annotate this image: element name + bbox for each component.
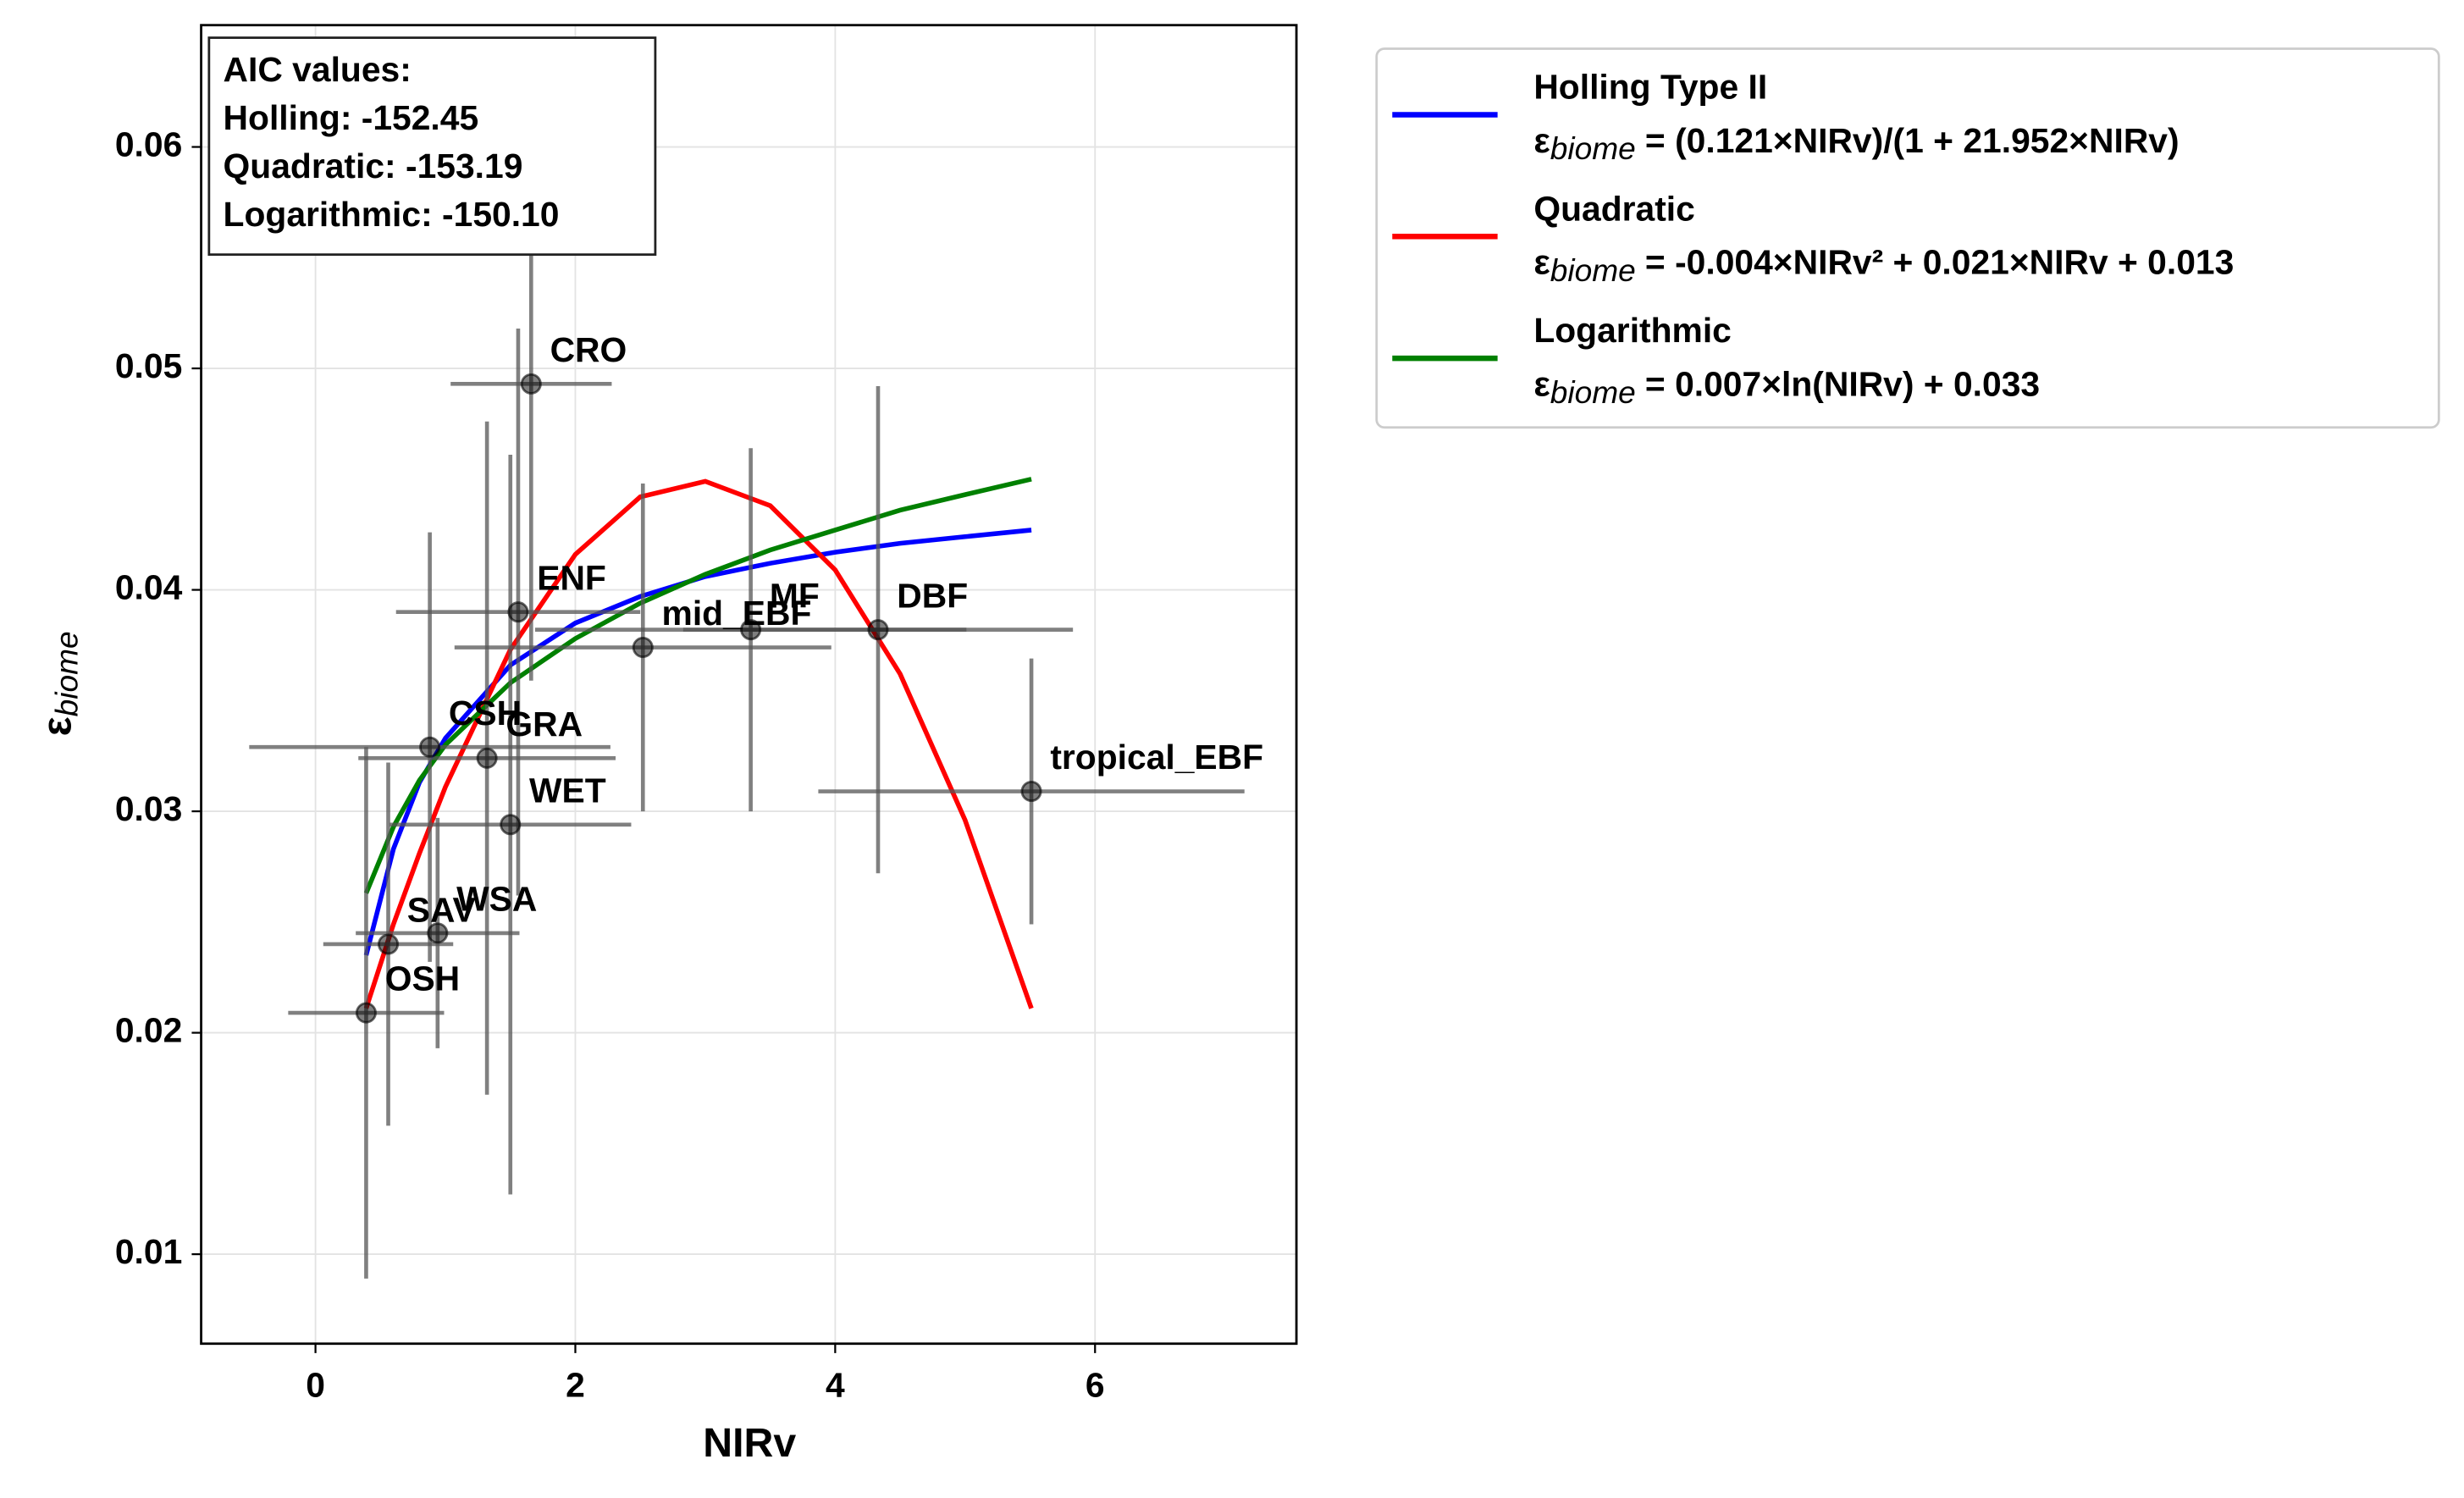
curves [363, 477, 1034, 1009]
legend-equation: εbiome = (0.121×NIRv)/(1 + 21.952×NIRv) [1533, 121, 2179, 166]
annotation-line: Holling: -152.45 [224, 98, 479, 137]
legend-equation: εbiome = 0.007×ln(NIRv) + 0.033 [1533, 364, 2040, 409]
y-axis-label: εbiome [34, 631, 84, 736]
equation-rhs: = -0.004×NIRv² + 0.021×NIRv + 0.013 [1645, 242, 2234, 281]
fit-curve [363, 477, 1032, 894]
point [419, 736, 441, 758]
legend-equation: εbiome = -0.004×NIRv² + 0.021×NIRv + 0.01… [1533, 242, 2234, 287]
point [377, 933, 400, 955]
y-tick-label: 0.06 [115, 124, 182, 163]
point-label: tropical_EBF [1050, 738, 1263, 777]
equation-symbol: ε [1533, 242, 1550, 281]
point-label: WSA [456, 880, 537, 919]
point [507, 601, 529, 623]
equation-subscript: biome [1550, 374, 1636, 410]
point [632, 637, 654, 659]
point-label: OSH [385, 959, 460, 998]
x-tick-label: 6 [1086, 1366, 1105, 1405]
x-tick-label: 2 [566, 1366, 585, 1405]
grid [201, 25, 1297, 1344]
point [520, 373, 542, 395]
y-label-subscript: biome [48, 631, 84, 716]
equation-subscript: biome [1550, 252, 1636, 288]
y-tick-label: 0.04 [115, 567, 183, 606]
point-label: ENF [537, 558, 606, 597]
legend-label: Logarithmic [1533, 311, 1732, 350]
point-label: SAV [407, 891, 476, 930]
fit-curve [363, 478, 1034, 1009]
legend-label: Quadratic [1533, 189, 1695, 228]
plot-frame [200, 24, 1298, 1346]
equation-subscript: biome [1550, 130, 1636, 166]
y-label-symbol: ε [34, 716, 80, 736]
y-tick-label: 0.01 [115, 1232, 182, 1271]
legend-label: Holling Type II [1533, 68, 1767, 107]
point-label: DBF [897, 576, 968, 615]
equation-symbol: ε [1533, 364, 1550, 403]
annotation-line: Logarithmic: -150.10 [224, 195, 560, 234]
annotation-box [207, 36, 657, 257]
point-label: WET [529, 771, 606, 810]
point-label: CRO [550, 330, 627, 369]
point-label: mid_EBF [662, 594, 812, 633]
point [355, 1002, 377, 1024]
point [740, 619, 762, 641]
x-axis-label: NIRv [703, 1420, 796, 1466]
annotation-line: Quadratic: -153.19 [224, 146, 523, 185]
y-tick-label: 0.05 [115, 346, 182, 385]
point [500, 814, 522, 836]
point-label: GRA [506, 705, 583, 743]
point-label: CSH [449, 694, 522, 732]
x-tick-label: 4 [826, 1366, 845, 1405]
y-tick-label: 0.03 [115, 789, 182, 828]
point [867, 619, 889, 641]
point [476, 747, 498, 769]
annotation: AIC values: Holling: -152.45 Quadratic: -1… [207, 36, 657, 257]
equation-rhs: = (0.121×NIRv)/(1 + 21.952×NIRv) [1645, 121, 2179, 160]
x-tick-label: 0 [306, 1366, 325, 1405]
point [1020, 781, 1042, 803]
legend-box [1375, 47, 2440, 429]
axes: 0 2 4 6 0.01 0.02 0.03 0.04 0.05 0.06 [115, 124, 1105, 1404]
equation-rhs: = 0.007×ln(NIRv) + 0.033 [1645, 364, 2040, 403]
annotation-line: AIC values: [224, 50, 412, 89]
point [427, 922, 449, 944]
equation-symbol: ε [1533, 121, 1550, 160]
point-label: MF [770, 576, 820, 615]
y-tick-label: 0.02 [115, 1010, 182, 1049]
